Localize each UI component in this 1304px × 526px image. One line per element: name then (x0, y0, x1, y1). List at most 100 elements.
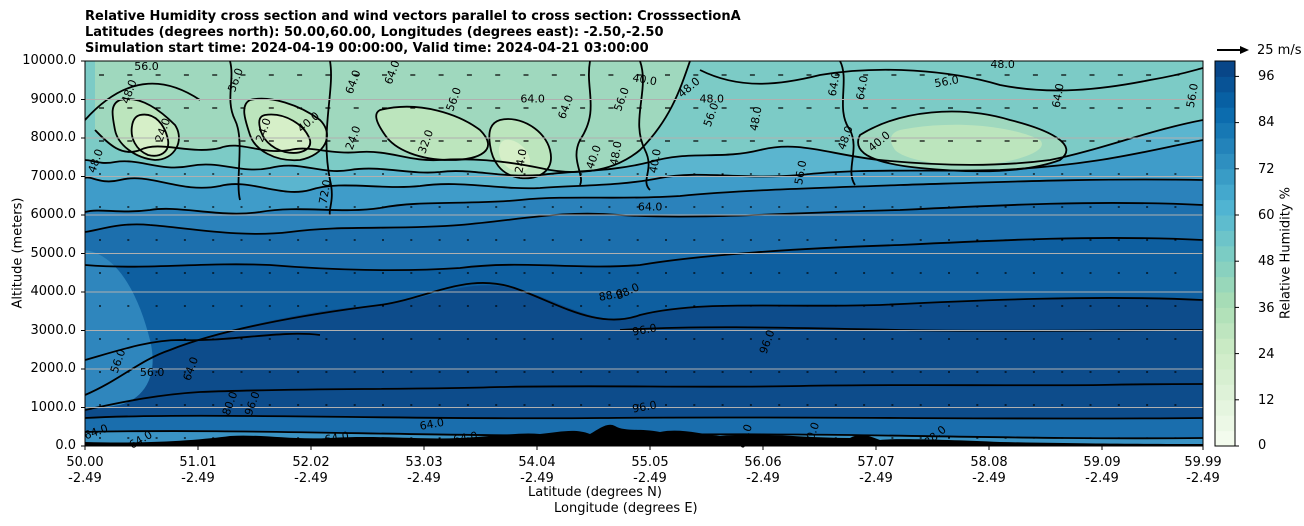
colorbar-level (1215, 153, 1235, 170)
contour-line (325, 61, 333, 216)
x-tick-label: 56.06 -2.49 (744, 455, 782, 486)
y-tick-label: 6000.0 (30, 207, 77, 222)
contour-label: 96.0 (631, 321, 657, 338)
contour-label: 72.0 (317, 179, 334, 205)
wind-vectors (99, 74, 1203, 439)
contour-line (85, 414, 1203, 420)
contour-label: 64.0 (1050, 82, 1067, 108)
contour-label: 48.0 (608, 140, 625, 166)
colorbar-level (1215, 107, 1235, 124)
colorbar-level (1215, 184, 1235, 201)
quiver-key-label: 25 m/s (1257, 43, 1302, 58)
contour-line (85, 237, 1203, 272)
x-tick-label: 52.02 -2.49 (292, 455, 330, 486)
contour-label: 56.0 (134, 60, 159, 73)
colorbar-tick-label: 84 (1258, 115, 1275, 130)
contour-label: 40.0 (631, 71, 657, 88)
colorbar-level (1215, 276, 1235, 293)
x-axis-label-longitude: Longitude (degrees E) (554, 501, 698, 516)
contour-label: 56.0 (933, 73, 959, 90)
contour-label: 48.0 (699, 93, 724, 106)
contour-line (229, 61, 241, 201)
y-tick-label: 1000.0 (30, 400, 77, 415)
contour-label: 64.0 (826, 71, 843, 97)
colorbar-tick-label: 12 (1258, 393, 1275, 408)
rh-band-24-c (498, 139, 531, 172)
colorbar-level (1215, 168, 1235, 185)
colorbar-label: Relative Humidity % (1278, 187, 1294, 319)
x-tick-label: 54.04 -2.49 (518, 455, 556, 486)
y-tick-marks (81, 60, 85, 447)
contour-line (638, 61, 651, 191)
contour-line (85, 383, 1203, 411)
colorbar-tick-label: 72 (1258, 162, 1275, 177)
colorbar-tick-label: 48 (1258, 254, 1275, 269)
y-tick-label: 9000.0 (30, 92, 77, 107)
contour-label: 64.0 (520, 93, 545, 106)
x-tick-label: 51.01 -2.49 (179, 455, 217, 486)
contour-label: 88.0 (598, 287, 624, 304)
colorbar-level (1215, 384, 1235, 401)
y-tick-label: 4000.0 (30, 284, 77, 299)
chart-title-line-1: Relative Humidity cross section and wind… (85, 9, 741, 24)
colorbar-level (1215, 122, 1235, 139)
colorbar-level (1215, 245, 1235, 262)
x-tick-label: 58.08 -2.49 (970, 455, 1008, 486)
contour-line (85, 178, 1203, 215)
y-tick-label: 0.0 (55, 438, 76, 453)
colorbar-tick-label: 24 (1258, 347, 1275, 362)
contour-label: 64.0 (854, 75, 871, 101)
chart-title-line-2: Latitudes (degrees north): 50.00,60.00, … (85, 25, 664, 40)
x-tick-label: 53.03 -2.49 (405, 455, 443, 486)
y-tick-label: 2000.0 (30, 361, 77, 376)
contour-line (857, 110, 1068, 173)
rh-band-32-e (890, 124, 1042, 166)
rh-band-32-c (376, 106, 489, 160)
contour-label: 48.0 (990, 58, 1015, 71)
quiver-key-arrow (1217, 46, 1249, 54)
contour-label: 24.0 (512, 148, 529, 174)
contour-line (699, 67, 1203, 92)
contour-line (85, 282, 1203, 396)
colorbar-level (1215, 292, 1235, 308)
contour-label: 64.0 (638, 200, 663, 213)
colorbar-tick-label: 96 (1258, 69, 1275, 84)
colorbar-tick-label: 0 (1258, 438, 1267, 453)
contour-line (839, 61, 856, 186)
contour-line (488, 118, 552, 180)
contour-label: 96.0 (631, 398, 657, 415)
contour-label: 64.0 (419, 416, 445, 433)
contour-label: 56.0 (1184, 82, 1201, 108)
y-tick-label: 8000.0 (30, 130, 77, 145)
colorbar-level (1215, 369, 1235, 385)
y-tick-label: 7000.0 (30, 169, 77, 184)
colorbar-level (1215, 215, 1235, 231)
colorbar-level (1215, 91, 1235, 108)
colorbar-tick-label: 60 (1258, 208, 1275, 223)
colorbar-level (1215, 430, 1235, 447)
contour-label: 40.0 (647, 148, 664, 174)
x-tick-label: 59.99 -2.49 (1184, 455, 1222, 486)
colorbar-level (1215, 399, 1235, 416)
x-tick-label: 59.09 -2.49 (1083, 455, 1121, 486)
colorbar-level (1215, 338, 1235, 355)
contour-line (85, 202, 1203, 235)
y-axis-label: Altitude (meters) (10, 197, 26, 309)
colorbar-level (1215, 261, 1235, 278)
y-tick-label: 10000.0 (22, 53, 76, 68)
colorbar (1214, 60, 1239, 447)
colorbar-tick-label: 36 (1258, 301, 1275, 316)
colorbar-level (1215, 353, 1235, 370)
y-tick-label: 5000.0 (30, 246, 77, 261)
x-tick-label: 50.00 -2.49 (66, 455, 104, 486)
x-tick-label: 57.07 -2.49 (857, 455, 895, 486)
colorbar-level (1215, 76, 1235, 93)
colorbar-level (1215, 322, 1235, 339)
contour-line (130, 113, 170, 157)
contour-lines (85, 61, 1203, 440)
contour-line (94, 61, 691, 173)
contour-label: 56.0 (140, 366, 165, 379)
colorbar-level (1215, 61, 1235, 77)
colorbar-level (1215, 199, 1235, 216)
